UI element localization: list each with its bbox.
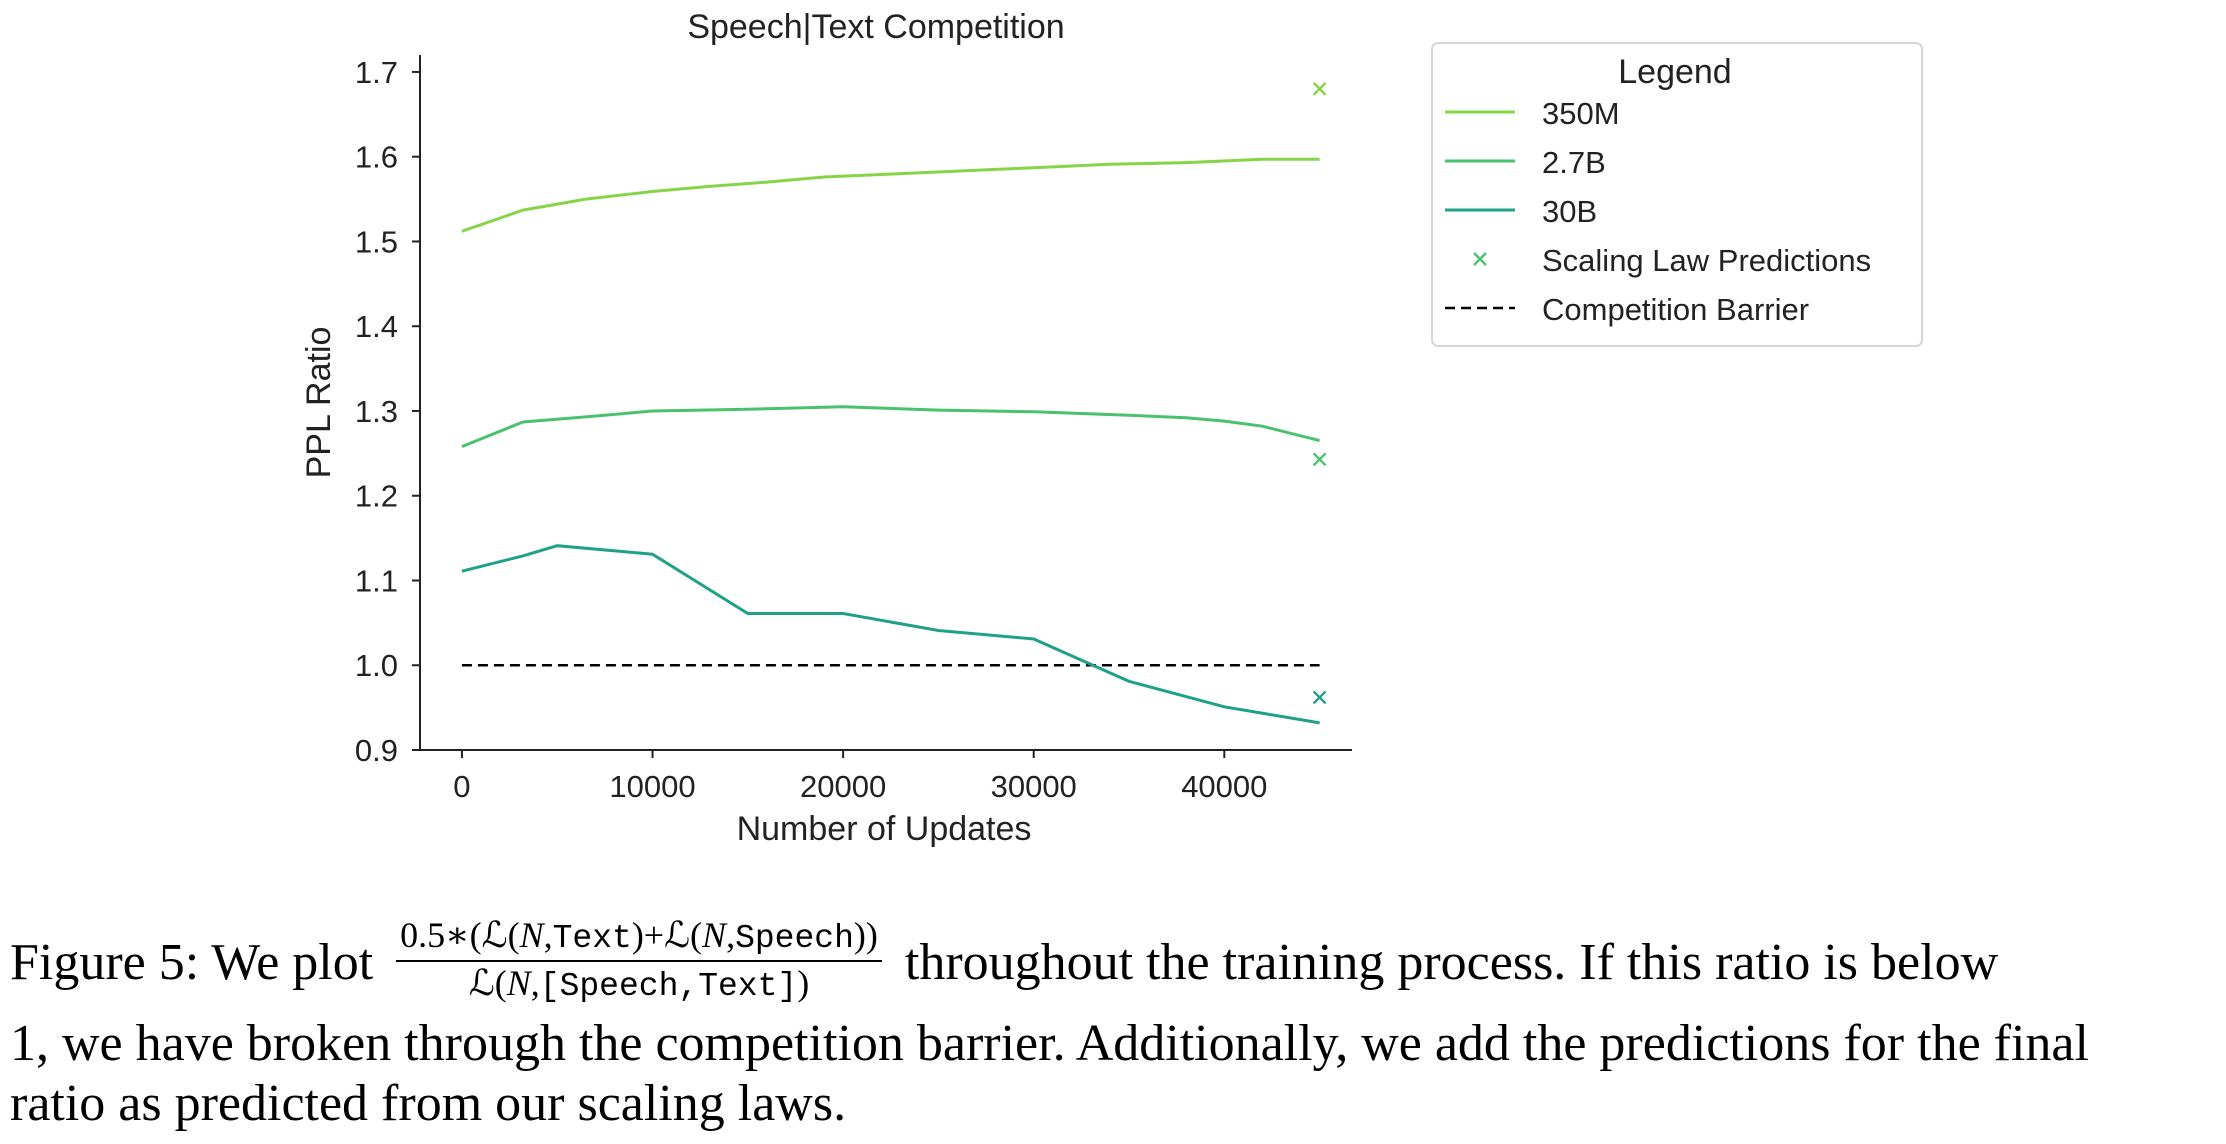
- series-line-30b: [461, 544, 1320, 725]
- legend-label: Competition Barrier: [1542, 292, 1809, 327]
- y-axis-label: PPL Ratio: [300, 327, 338, 479]
- x-tick-label: 30000: [991, 769, 1077, 804]
- series-line-2-7b: [461, 405, 1320, 448]
- formula-loss-symbol: ℒ: [481, 915, 508, 955]
- formula-numerator: 0.5∗(ℒ(N,Text)+ℒ(N,Speech)): [396, 914, 882, 962]
- legend: Legend 350M 2.7B 30B Scaling Law Predictions…: [1431, 42, 1923, 347]
- formula-n: N: [702, 915, 727, 955]
- series-line-350m: [461, 157, 1320, 233]
- y-tick-label: 1.5: [355, 224, 398, 259]
- caption-line-2: 1, we have broken through the competitio…: [10, 1015, 2089, 1072]
- x-tick-label: 40000: [1181, 769, 1267, 804]
- caption-text-before-formula: We plot: [211, 933, 374, 991]
- prediction-marker-stroke: [1312, 452, 1327, 467]
- formula-text-token: Text: [552, 920, 632, 957]
- y-tick-label: 1.1: [355, 563, 398, 598]
- legend-swatch-prediction-marker: [1473, 252, 1487, 266]
- x-tick-label: 10000: [609, 769, 695, 804]
- x-tick-label: 0: [453, 769, 470, 804]
- ratio-formula: 0.5∗(ℒ(N,Text)+ℒ(N,Speech)) ℒ(N,[Speech,…: [396, 914, 882, 1008]
- chart: Speech|Text Competition 0.9 1.0 1.1 1.2 1.3 1.…: [300, 8, 1923, 848]
- formula-denominator: ℒ(N,[Speech,Text]): [468, 963, 810, 1005]
- formula-prefix: 0.5∗(: [400, 915, 482, 955]
- x-tick-label: 20000: [800, 769, 886, 804]
- prediction-marker-stroke: [1473, 252, 1487, 266]
- y-tick-label: 1.3: [355, 394, 398, 429]
- legend-box: [1431, 42, 1923, 347]
- formula-speech-token: Speech: [735, 920, 854, 957]
- scaling-law-prediction-point: [1312, 452, 1327, 467]
- x-axis-label: Number of Updates: [737, 810, 1032, 848]
- y-tick-label: 1.4: [355, 309, 398, 344]
- scaling-law-prediction-point: [1312, 82, 1327, 96]
- scaling-law-prediction-point: [1312, 690, 1327, 705]
- chart-title: Speech|Text Competition: [687, 8, 1064, 46]
- plot-area: Speech|Text Competition 0.9 1.0 1.1 1.2 1.3 1.…: [300, 8, 1352, 848]
- caption-text-after-formula: throughout the training process. If this…: [904, 933, 1999, 991]
- y-tick-label: 1.6: [355, 140, 398, 175]
- formula-loss-symbol: ℒ: [468, 963, 495, 1003]
- formula-n: N: [506, 963, 531, 1003]
- caption-line-3: ratio as predicted from our scaling laws…: [10, 1075, 847, 1132]
- formula-loss-symbol: ℒ: [664, 915, 691, 955]
- legend-title: Legend: [1618, 53, 1731, 91]
- y-tick-label: 0.9: [355, 733, 398, 768]
- formula-n: N: [519, 915, 544, 955]
- figure-caption: Figure 5: We plot 0.5∗(ℒ(N,Text)+ℒ(N,Spe…: [10, 915, 2216, 1134]
- formula-speech-text-token: [Speech,Text]: [539, 968, 798, 1005]
- legend-label: 30B: [1542, 194, 1597, 229]
- legend-label: 350M: [1542, 96, 1620, 131]
- prediction-marker-stroke: [1312, 82, 1327, 96]
- caption-label: Figure 5:: [10, 933, 200, 991]
- y-tick-label: 1.2: [355, 479, 398, 514]
- legend-label: Scaling Law Predictions: [1542, 243, 1871, 278]
- y-tick-label: 1.0: [355, 648, 398, 683]
- legend-label: 2.7B: [1542, 145, 1606, 180]
- caption-line-1: Figure 5: We plot 0.5∗(ℒ(N,Text)+ℒ(N,Spe…: [10, 915, 2216, 1014]
- y-tick-label: 1.7: [355, 55, 398, 90]
- prediction-marker-stroke: [1312, 690, 1327, 705]
